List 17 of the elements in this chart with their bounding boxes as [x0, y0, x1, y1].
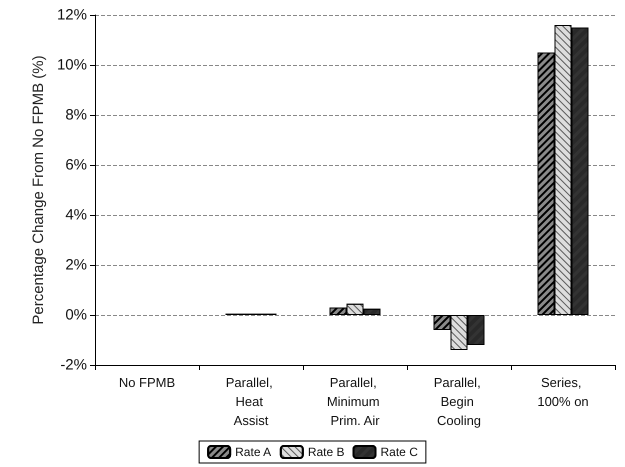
y-tick-label: 4% [65, 206, 87, 224]
x-tick-label: Series, 100% on [537, 375, 589, 409]
y-tick-label: 12% [56, 6, 87, 24]
y-tick-label: 10% [56, 56, 87, 74]
y-axis-title: Percentage Change From No FPMB (%) [30, 55, 48, 325]
y-tick-label: 2% [65, 256, 87, 274]
y-tick-label: 8% [65, 106, 87, 124]
y-tick-label: 0% [65, 306, 87, 324]
legend-label: Rate B [308, 445, 345, 459]
x-tick-label: Parallel, Heat Assist [226, 375, 276, 428]
y-tick-label: 6% [65, 156, 87, 174]
legend-label: Rate C [380, 445, 418, 459]
x-tick-label: Parallel, Begin Cooling [434, 375, 484, 428]
x-tick-label: No FPMB [118, 375, 176, 390]
legend-label: Rate A [235, 445, 272, 459]
y-tick-label: -2% [60, 356, 87, 374]
x-tick-label: Parallel, Minimum Prim. Air [326, 375, 384, 428]
